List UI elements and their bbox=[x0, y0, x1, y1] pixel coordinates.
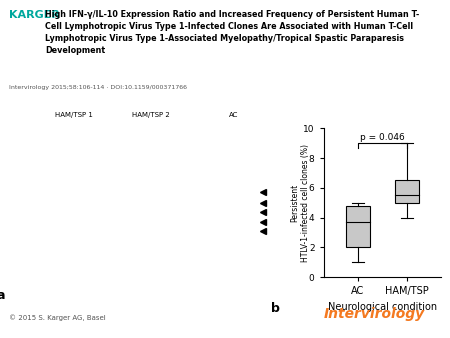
Text: HAM/TSP 1: HAM/TSP 1 bbox=[54, 112, 93, 118]
Bar bbox=[60, 178, 72, 180]
Bar bbox=[17, 142, 30, 145]
Bar bbox=[17, 159, 30, 161]
Bar bbox=[60, 191, 72, 194]
Bar bbox=[241, 167, 252, 170]
Bar bbox=[200, 149, 213, 152]
Bar bbox=[346, 206, 370, 247]
Text: © 2015 S. Karger AG, Basel: © 2015 S. Karger AG, Basel bbox=[9, 314, 106, 321]
Bar bbox=[130, 157, 141, 160]
Bar bbox=[158, 191, 170, 194]
Text: HAM/TSP 2: HAM/TSP 2 bbox=[132, 112, 170, 118]
Bar bbox=[241, 178, 252, 180]
Y-axis label: Persistent
HTLV-1-infected cell clones (%): Persistent HTLV-1-infected cell clones (… bbox=[291, 144, 310, 262]
Bar bbox=[145, 157, 157, 160]
Bar bbox=[184, 206, 195, 209]
Bar bbox=[45, 157, 56, 160]
Text: KARGER: KARGER bbox=[9, 10, 60, 20]
Bar bbox=[17, 243, 30, 246]
Bar bbox=[200, 167, 213, 170]
Bar bbox=[395, 180, 419, 203]
Bar bbox=[158, 167, 170, 170]
Bar bbox=[17, 149, 30, 152]
Bar bbox=[145, 167, 157, 170]
Bar bbox=[78, 167, 90, 170]
Bar bbox=[254, 178, 265, 180]
Bar bbox=[78, 191, 90, 194]
Bar bbox=[228, 157, 239, 160]
Bar bbox=[117, 178, 128, 180]
Bar bbox=[17, 222, 30, 225]
Bar bbox=[117, 157, 128, 160]
Bar bbox=[200, 142, 213, 145]
Bar bbox=[171, 157, 183, 160]
X-axis label: Neurological condition: Neurological condition bbox=[328, 302, 437, 312]
Bar bbox=[200, 185, 213, 188]
Bar bbox=[78, 157, 90, 160]
Bar bbox=[171, 178, 183, 180]
Bar bbox=[158, 206, 170, 209]
Bar bbox=[171, 167, 183, 170]
Bar bbox=[17, 176, 30, 179]
Text: AC: AC bbox=[229, 112, 239, 118]
Bar bbox=[184, 178, 195, 180]
Bar bbox=[17, 185, 30, 188]
Bar bbox=[94, 157, 105, 160]
Bar bbox=[171, 206, 183, 209]
Bar bbox=[17, 196, 30, 198]
Bar bbox=[45, 191, 56, 194]
Bar bbox=[145, 191, 157, 194]
Bar bbox=[241, 157, 252, 160]
Bar bbox=[200, 159, 213, 161]
Bar bbox=[145, 178, 157, 180]
Bar bbox=[215, 167, 226, 170]
Bar bbox=[228, 178, 239, 180]
Bar bbox=[94, 178, 105, 180]
Bar bbox=[215, 157, 226, 160]
Bar bbox=[78, 178, 90, 180]
Bar bbox=[17, 208, 30, 210]
Bar bbox=[158, 178, 170, 180]
Bar bbox=[228, 167, 239, 170]
Bar bbox=[130, 206, 141, 209]
Text: a: a bbox=[0, 289, 4, 302]
Bar bbox=[200, 196, 213, 198]
Bar bbox=[200, 176, 213, 179]
Bar bbox=[184, 167, 195, 170]
Text: Intervirology 2015;58:106-114 · DOI:10.1159/000371766: Intervirology 2015;58:106-114 · DOI:10.1… bbox=[9, 84, 187, 90]
Bar bbox=[130, 191, 141, 194]
Text: Intervirology: Intervirology bbox=[324, 307, 425, 321]
Text: p = 0.046: p = 0.046 bbox=[360, 133, 405, 142]
Bar bbox=[45, 178, 56, 180]
Bar bbox=[254, 157, 265, 160]
Bar bbox=[184, 191, 195, 194]
Bar bbox=[130, 167, 141, 170]
Bar bbox=[60, 167, 72, 170]
Text: High IFN-γ/IL-10 Expression Ratio and Increased Frequency of Persistent Human T-: High IFN-γ/IL-10 Expression Ratio and In… bbox=[45, 10, 419, 54]
Bar bbox=[94, 191, 105, 194]
Bar bbox=[60, 157, 72, 160]
Bar bbox=[45, 167, 56, 170]
Bar bbox=[171, 191, 183, 194]
Bar bbox=[145, 206, 157, 209]
Bar bbox=[215, 178, 226, 180]
Bar bbox=[117, 206, 128, 209]
Bar bbox=[184, 157, 195, 160]
Bar bbox=[158, 157, 170, 160]
Text: b: b bbox=[271, 303, 279, 315]
Bar bbox=[254, 167, 265, 170]
Bar bbox=[130, 178, 141, 180]
Bar bbox=[94, 167, 105, 170]
Bar bbox=[17, 167, 30, 170]
Bar bbox=[117, 167, 128, 170]
Bar bbox=[117, 191, 128, 194]
